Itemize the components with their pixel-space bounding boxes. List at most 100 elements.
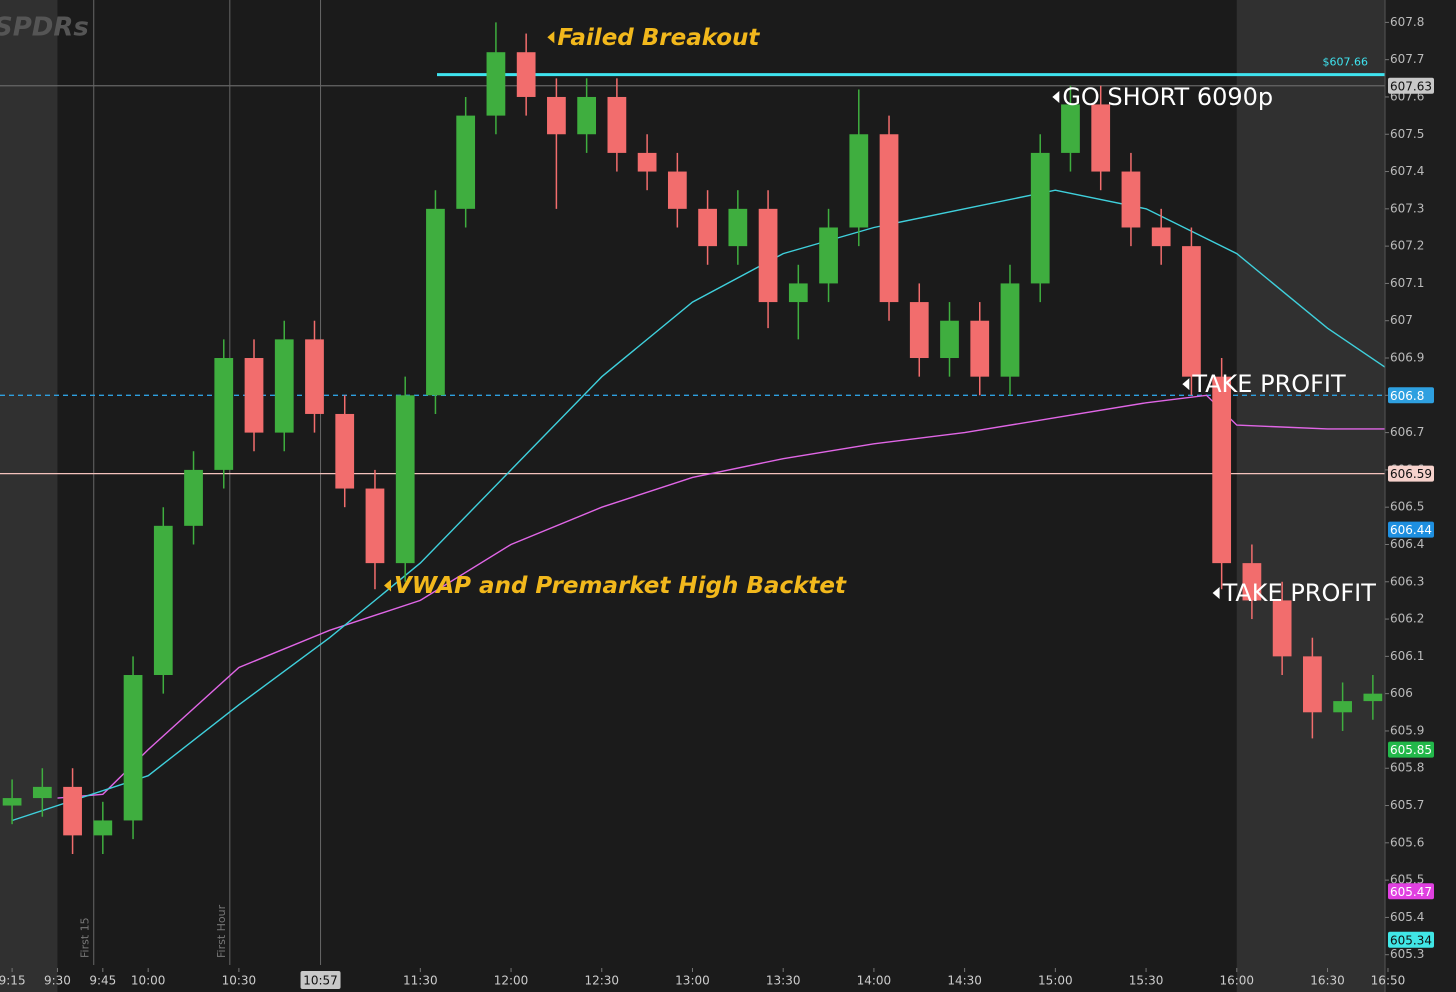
x-tick-label: 13:30 — [766, 974, 801, 988]
candle-body — [728, 208, 748, 247]
x-tick-label: 11:30 — [403, 974, 438, 988]
candle-body — [909, 302, 929, 359]
candle-body — [456, 115, 476, 209]
candle-body — [274, 339, 294, 433]
cursor-time-box — [300, 971, 341, 989]
candle-body — [1061, 104, 1080, 153]
candle-body — [426, 208, 445, 396]
candle-body — [940, 320, 959, 359]
candle-body — [1303, 656, 1322, 713]
y-tick-label: 607.3 — [1390, 201, 1424, 215]
price-label-box — [1388, 521, 1434, 538]
watermark: SPDRs — [0, 13, 89, 43]
x-tick-label: 16:50 — [1371, 974, 1406, 988]
price-label: 606.59 — [1390, 467, 1432, 481]
y-tick-label: 605.9 — [1390, 723, 1424, 737]
candle-body — [1212, 376, 1232, 564]
candle-body — [1182, 246, 1201, 377]
candle-body — [365, 488, 385, 564]
x-tick-label: 9:15 — [0, 974, 26, 988]
candle-body — [335, 413, 355, 489]
candle-body — [516, 52, 536, 97]
candle-body — [1333, 701, 1352, 713]
candle-body — [577, 96, 597, 135]
x-tick-label: 15:00 — [1038, 974, 1073, 988]
candle-body — [1000, 283, 1020, 377]
y-tick-label: 607.7 — [1390, 52, 1424, 66]
price-label-box — [1388, 77, 1434, 94]
y-tick-label: 606.4 — [1390, 537, 1424, 551]
premarket-shade — [0, 0, 58, 992]
y-tick-label: 605.5 — [1390, 873, 1424, 887]
y-tick-label: 605.6 — [1390, 835, 1424, 849]
annotation: Failed Breakout — [557, 25, 760, 51]
annotation: TAKE PROFIT — [1191, 370, 1346, 398]
y-tick-label: 606.9 — [1390, 351, 1424, 365]
x-tick-label: 16:30 — [1310, 974, 1345, 988]
candle-body — [788, 283, 808, 303]
candle-body — [184, 469, 203, 526]
price-label-box — [1388, 387, 1434, 404]
candle-body — [667, 171, 687, 209]
y-tick-label: 607.1 — [1390, 276, 1424, 290]
y-tick-label: 606.3 — [1390, 574, 1424, 588]
price-label: 606.44 — [1390, 523, 1432, 537]
annotation-arrow — [1182, 378, 1190, 391]
price-label-box — [1388, 741, 1434, 758]
y-tick-label: 606.5 — [1390, 500, 1424, 514]
x-tick-label: 10:30 — [222, 974, 257, 988]
price-label: 607.63 — [1390, 79, 1432, 93]
candle-body — [1363, 693, 1383, 702]
candle-body — [819, 227, 838, 284]
annotation: TAKE PROFIT — [1222, 579, 1377, 607]
vertical-line-label: First Hour — [215, 904, 228, 958]
candle-body — [1030, 152, 1050, 284]
y-tick-label: 606.2 — [1390, 612, 1424, 626]
candle-body — [970, 320, 990, 377]
vertical-line-label: First 15 — [79, 917, 92, 958]
candle-body — [93, 820, 113, 836]
y-tick-label: 606.7 — [1390, 425, 1424, 439]
y-tick-label: 607.8 — [1390, 15, 1424, 29]
price-axis — [1385, 0, 1456, 992]
annotation: GO SHORT 6090p — [1062, 83, 1273, 111]
candle-body — [244, 358, 264, 433]
price-label: 605.34 — [1390, 933, 1432, 947]
candle-body — [123, 675, 143, 821]
annotation-arrow — [384, 579, 392, 592]
cursor-time: 10:57 — [303, 974, 338, 988]
candle-body — [2, 798, 22, 806]
y-tick-label: 607 — [1390, 313, 1413, 327]
y-tick-label: 605.8 — [1390, 761, 1424, 775]
price-label-box — [1388, 883, 1434, 900]
candle-body — [214, 358, 234, 470]
x-tick-label: 10:00 — [131, 974, 166, 988]
y-tick-label: 606.1 — [1390, 649, 1424, 663]
candle-body — [698, 208, 717, 247]
y-tick-label: 605.4 — [1390, 910, 1424, 924]
annotation: VWAP and Premarket High Backtet — [394, 573, 847, 599]
y-tick-label: 607.4 — [1390, 164, 1424, 178]
x-tick-label: 12:30 — [584, 974, 619, 988]
candle-body — [63, 786, 82, 836]
indicator-line — [57, 394, 1388, 799]
candle-body — [395, 395, 415, 564]
price-label: 606.8 — [1390, 389, 1424, 403]
candle-body — [849, 134, 869, 228]
x-tick-label: 15:30 — [1129, 974, 1164, 988]
annotation-arrow — [547, 31, 555, 44]
x-tick-label: 9:30 — [44, 974, 71, 988]
candle-body — [637, 152, 657, 172]
x-tick-label: 14:00 — [857, 974, 892, 988]
candle-body — [1272, 600, 1292, 657]
candle-body — [758, 208, 778, 303]
x-tick-label: 13:00 — [675, 974, 710, 988]
annotation-arrow — [1212, 586, 1220, 599]
candle-body — [486, 52, 506, 116]
candle-body — [547, 96, 566, 135]
x-tick-label: 12:00 — [494, 974, 529, 988]
price-label: 605.47 — [1390, 885, 1432, 899]
candle-body — [1151, 227, 1171, 247]
